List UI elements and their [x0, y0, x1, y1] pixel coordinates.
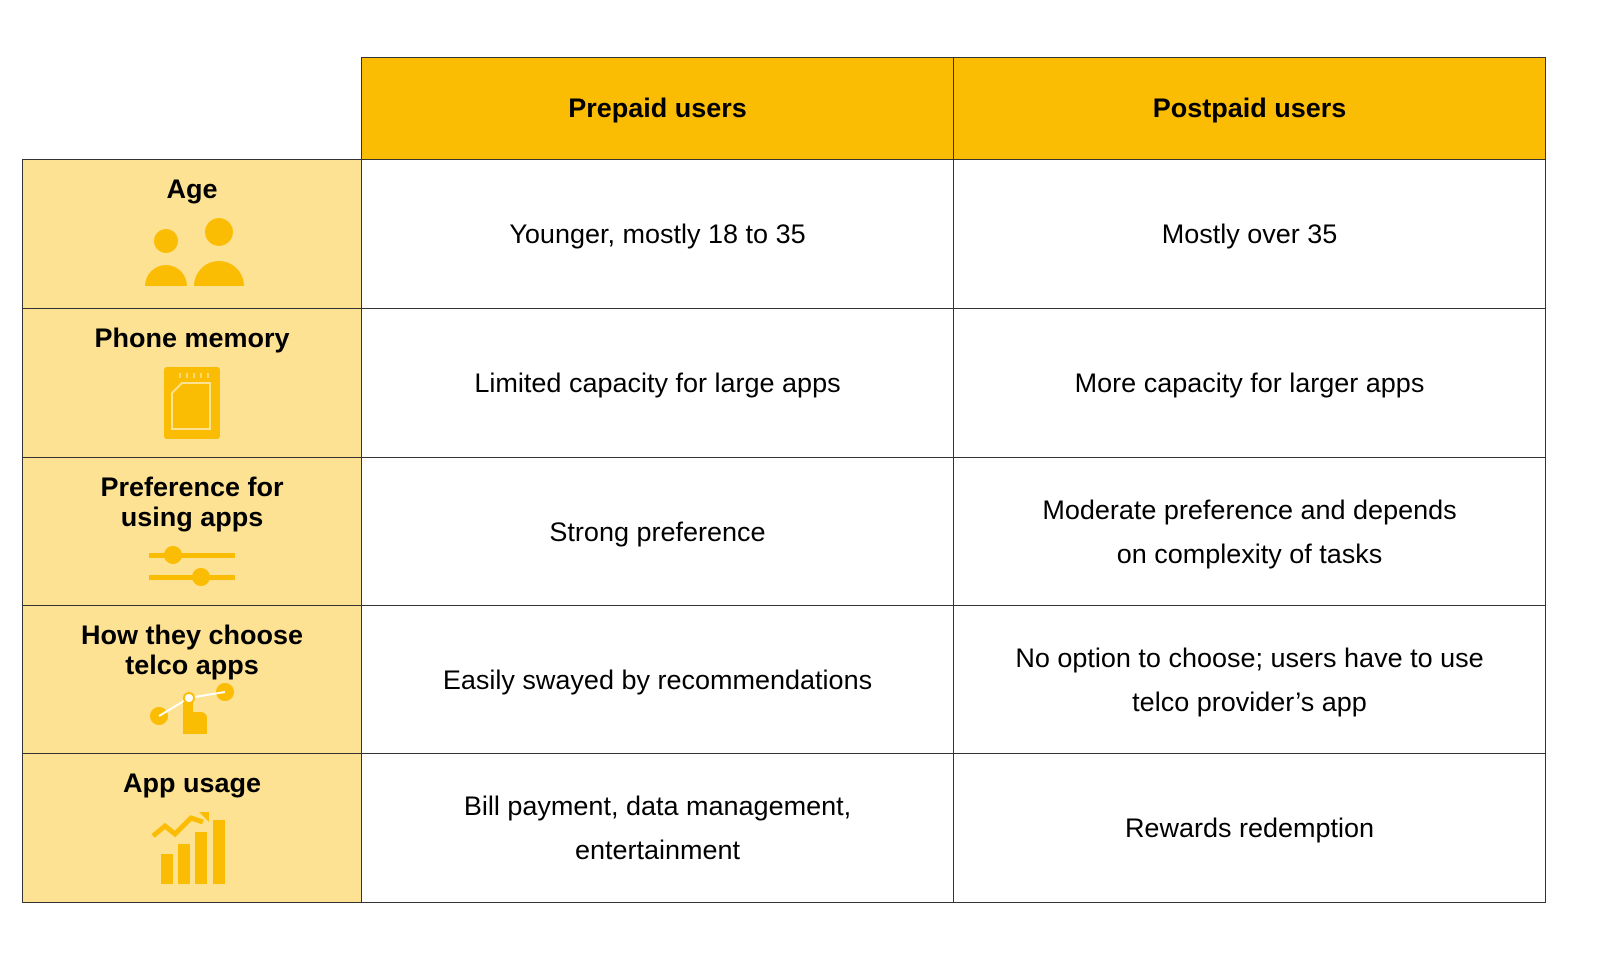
cell: Mostly over 35 — [953, 159, 1546, 309]
row-label: Preference for using apps — [100, 472, 284, 532]
row-header: Preference for using apps — [22, 457, 362, 606]
cell: Moderate preference and depends on compl… — [953, 457, 1546, 606]
cell: Bill payment, data management, entertain… — [361, 753, 954, 903]
memory-card-icon — [164, 367, 220, 439]
cell-text: Easily swayed by recommendations — [442, 664, 873, 695]
cell-text: Strong preference — [549, 516, 766, 547]
cell: Easily swayed by recommendations — [361, 605, 954, 754]
cell-text: No option to choose; users have to use t… — [1015, 642, 1484, 717]
row-label: How they choose telco apps — [80, 620, 304, 680]
cell: No option to choose; users have to use t… — [953, 605, 1546, 754]
column-header: Postpaid users — [953, 57, 1546, 160]
column-header: Prepaid users — [361, 57, 954, 160]
cell: Rewards redemption — [953, 753, 1546, 903]
sliders-icon — [149, 546, 235, 586]
cell-text: Limited capacity for large apps — [474, 368, 841, 398]
row-header: Phone memory — [22, 308, 362, 458]
row-header: How they choose telco apps — [22, 605, 362, 754]
row-header: App usage — [22, 753, 362, 903]
row-label: Phone memory — [94, 323, 290, 353]
cell: Strong preference — [361, 457, 954, 606]
choose-icon — [150, 683, 234, 734]
cell: More capacity for larger apps — [953, 308, 1546, 458]
cell-text: Younger, mostly 18 to 35 — [509, 219, 806, 249]
row-label: Age — [166, 174, 218, 204]
cell-text: More capacity for larger apps — [1074, 368, 1425, 398]
cell-text: Rewards redemption — [1124, 813, 1375, 843]
cell: Younger, mostly 18 to 35 — [361, 159, 954, 309]
people-icon — [145, 218, 244, 286]
cell-text: Mostly over 35 — [1161, 219, 1338, 249]
row-label: App usage — [122, 768, 262, 798]
usage-icon — [151, 812, 225, 884]
cell-text: Moderate preference and depends on compl… — [1042, 494, 1457, 569]
row-header: Age — [22, 159, 362, 309]
cell: Limited capacity for large apps — [361, 308, 954, 458]
cell-text: Bill payment, data management, entertain… — [463, 791, 852, 865]
